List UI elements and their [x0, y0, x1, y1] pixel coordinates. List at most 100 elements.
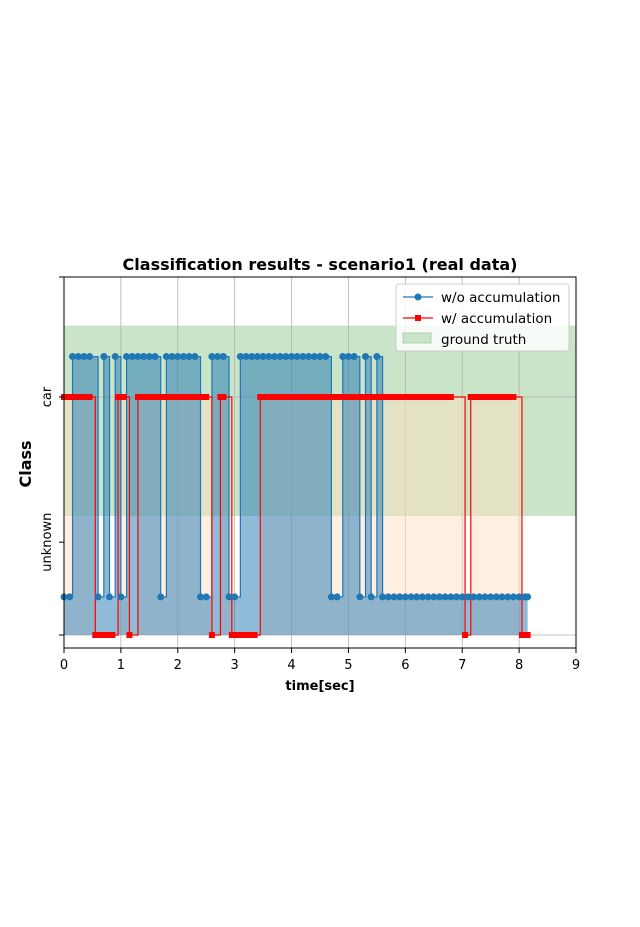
data-point-wo-accumulation — [145, 353, 153, 361]
legend-marker-w-accumulation — [415, 315, 421, 321]
data-point-wo-accumulation — [396, 593, 404, 601]
data-point-wo-accumulation — [350, 353, 358, 361]
data-point-wo-accumulation — [498, 593, 506, 601]
legend-label-wo-accumulation: w/o accumulation — [441, 290, 560, 306]
data-point-wo-accumulation — [322, 353, 330, 361]
data-point-wo-accumulation — [123, 353, 131, 361]
data-point-wo-accumulation — [265, 353, 273, 361]
data-point-w-accumulation — [109, 632, 116, 638]
legend-swatch-ground-truth — [402, 332, 432, 344]
data-point-wo-accumulation — [453, 593, 461, 601]
data-point-wo-accumulation — [134, 353, 142, 361]
data-point-wo-accumulation — [515, 593, 523, 601]
legend-label-ground-truth: ground truth — [441, 332, 526, 348]
data-point-wo-accumulation — [128, 353, 136, 361]
x-tick-label: 9 — [572, 658, 580, 673]
data-point-wo-accumulation — [379, 593, 387, 601]
data-point-wo-accumulation — [475, 593, 483, 601]
data-point-w-accumulation — [524, 632, 531, 638]
x-tick-label: 0 — [60, 658, 68, 673]
data-point-wo-accumulation — [327, 593, 335, 601]
data-point-wo-accumulation — [231, 593, 239, 601]
data-point-wo-accumulation — [356, 593, 364, 601]
data-point-wo-accumulation — [69, 353, 77, 361]
x-axis-label: time[sec] — [285, 679, 354, 694]
data-point-wo-accumulation — [86, 353, 94, 361]
x-tick-label: 6 — [401, 658, 409, 673]
data-point-wo-accumulation — [140, 353, 148, 361]
data-point-wo-accumulation — [162, 353, 170, 361]
data-point-w-accumulation — [462, 632, 469, 638]
x-tick-label: 3 — [231, 658, 239, 673]
data-point-wo-accumulation — [253, 353, 261, 361]
data-point-wo-accumulation — [299, 353, 307, 361]
data-point-wo-accumulation — [179, 353, 187, 361]
data-point-w-accumulation — [203, 394, 210, 400]
area-fill-layer — [64, 356, 528, 635]
data-point-wo-accumulation — [344, 353, 352, 361]
data-point-wo-accumulation — [242, 353, 250, 361]
data-point-w-accumulation — [510, 394, 517, 400]
data-point-wo-accumulation — [390, 593, 398, 601]
data-point-wo-accumulation — [270, 353, 278, 361]
x-tick-label: 1 — [117, 658, 125, 673]
plot-frame — [63, 276, 577, 649]
y-tick-label: unknown — [40, 513, 55, 572]
data-point-wo-accumulation — [74, 353, 82, 361]
x-tick-label: 5 — [344, 658, 352, 673]
data-point-wo-accumulation — [464, 593, 472, 601]
data-point-w-accumulation — [86, 394, 93, 400]
chart-title: Classification results - scenario1 (real… — [123, 255, 518, 274]
data-point-wo-accumulation — [481, 593, 489, 601]
data-point-wo-accumulation — [333, 593, 341, 601]
data-point-wo-accumulation — [94, 593, 102, 601]
data-point-w-accumulation — [447, 394, 454, 400]
data-point-wo-accumulation — [441, 593, 449, 601]
x-tick-label: 2 — [174, 658, 182, 673]
data-point-wo-accumulation — [470, 593, 478, 601]
data-point-wo-accumulation — [185, 353, 193, 361]
data-point-wo-accumulation — [214, 353, 222, 361]
data-point-wo-accumulation — [524, 593, 532, 601]
data-point-wo-accumulation — [293, 353, 301, 361]
data-point-wo-accumulation — [288, 353, 296, 361]
series-marker-layer — [60, 353, 532, 638]
data-point-wo-accumulation — [407, 593, 415, 601]
data-point-w-accumulation — [251, 632, 258, 638]
data-point-wo-accumulation — [487, 593, 495, 601]
data-point-wo-accumulation — [373, 353, 381, 361]
data-point-wo-accumulation — [208, 353, 216, 361]
data-point-wo-accumulation — [197, 593, 205, 601]
area-fill-wo-accumulation — [64, 356, 528, 635]
data-point-wo-accumulation — [157, 593, 165, 601]
data-point-wo-accumulation — [310, 353, 318, 361]
x-tick-label: 8 — [515, 658, 523, 673]
data-point-wo-accumulation — [100, 353, 108, 361]
data-point-w-accumulation — [220, 394, 227, 400]
data-point-wo-accumulation — [362, 353, 370, 361]
data-point-wo-accumulation — [236, 353, 244, 361]
legend-label-w-accumulation: w/ accumulation — [441, 311, 552, 327]
data-point-wo-accumulation — [276, 353, 284, 361]
data-point-wo-accumulation — [248, 353, 256, 361]
data-point-wo-accumulation — [447, 593, 455, 601]
data-point-wo-accumulation — [401, 593, 409, 601]
data-point-w-accumulation — [208, 632, 215, 638]
data-point-wo-accumulation — [367, 593, 375, 601]
data-point-wo-accumulation — [413, 593, 421, 601]
data-point-wo-accumulation — [106, 593, 114, 601]
data-point-wo-accumulation — [191, 353, 199, 361]
data-point-wo-accumulation — [418, 593, 426, 601]
legend-marker-wo-accumulation — [414, 293, 422, 301]
data-point-wo-accumulation — [66, 593, 74, 601]
data-point-w-accumulation — [120, 394, 127, 400]
data-point-wo-accumulation — [458, 593, 466, 601]
data-point-w-accumulation — [302, 394, 309, 400]
x-tick-label: 7 — [458, 658, 466, 673]
data-point-wo-accumulation — [202, 593, 210, 601]
data-point-wo-accumulation — [339, 353, 347, 361]
data-point-wo-accumulation — [225, 593, 233, 601]
x-tick-label: 4 — [287, 658, 295, 673]
data-point-wo-accumulation — [282, 353, 290, 361]
